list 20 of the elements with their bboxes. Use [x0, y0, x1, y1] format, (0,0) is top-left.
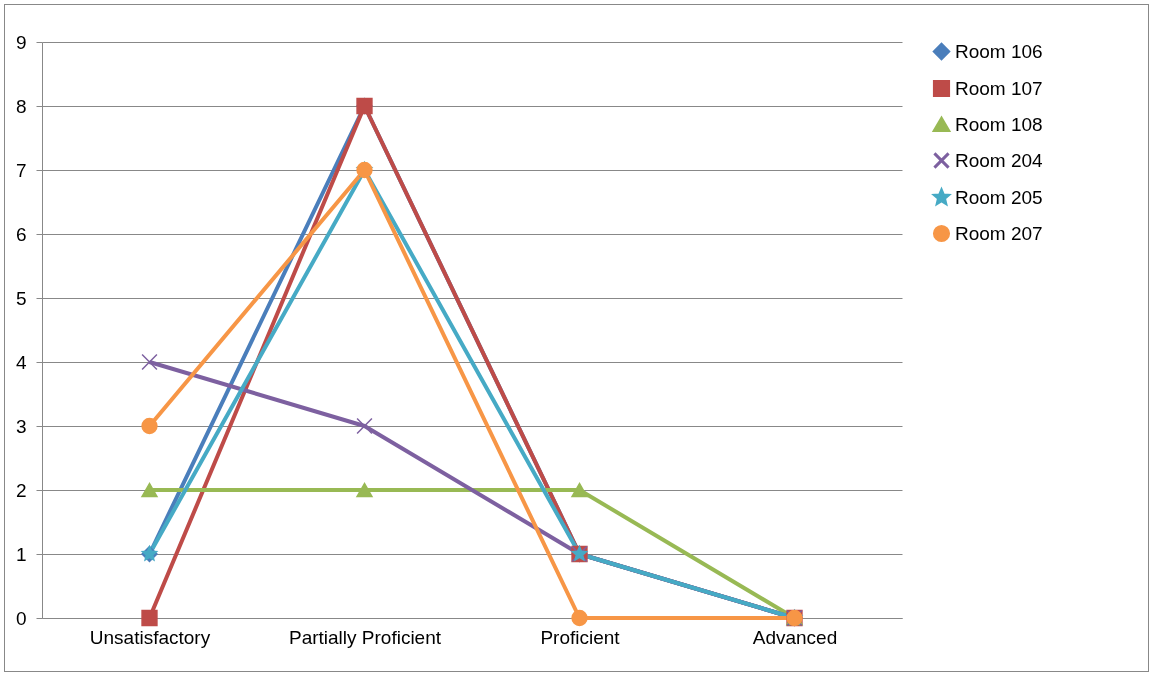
legend-label: Room 108 — [955, 113, 1043, 135]
legend-label: Room 207 — [955, 222, 1043, 244]
legend-label: Room 204 — [955, 149, 1044, 171]
legend-label: Room 106 — [955, 40, 1043, 62]
y-tick-label: 1 — [15, 543, 27, 565]
y-tick-label: 2 — [15, 479, 27, 501]
y-tick-label: 6 — [15, 223, 27, 245]
y-tick-label: 4 — [15, 351, 27, 373]
x-tick-label: Advanced — [752, 626, 838, 648]
y-tick-label: 8 — [15, 95, 27, 117]
y-tick-label: 0 — [15, 607, 27, 629]
y-tick-label: 5 — [15, 287, 27, 309]
x-tick-label: Proficient — [540, 626, 621, 648]
y-tick-label: 9 — [15, 31, 27, 53]
y-tick-label: 3 — [15, 415, 27, 437]
legend-label: Room 107 — [955, 77, 1043, 99]
y-tick-label: 7 — [15, 159, 27, 181]
legend-label: Room 205 — [955, 186, 1043, 208]
x-tick-label: Unsatisfactory — [89, 626, 211, 648]
x-tick-label: Partially Proficient — [288, 626, 442, 648]
